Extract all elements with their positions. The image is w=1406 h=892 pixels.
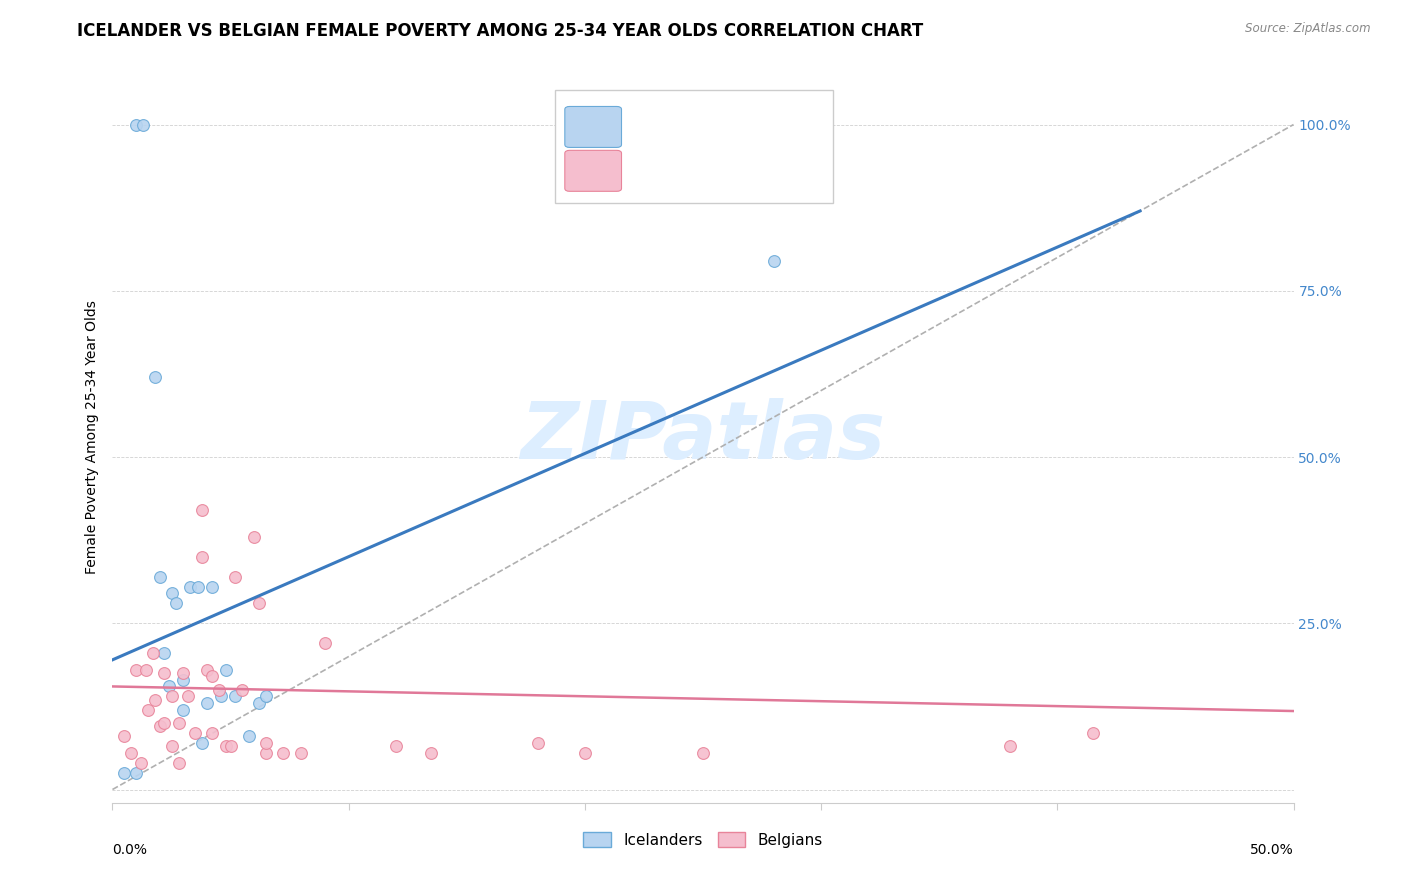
Point [120,746,142,760]
Point [247,696,270,710]
Y-axis label: Female Poverty Among 25-34 Year Olds: Female Poverty Among 25-34 Year Olds [86,300,100,574]
Point [254,746,277,760]
Point [219,739,242,754]
Point [385,739,408,754]
Point [191,736,214,750]
Point [153,666,176,681]
FancyBboxPatch shape [565,151,621,191]
Point [238,729,260,743]
Point [160,586,183,600]
Point [271,746,294,760]
Point [254,690,277,704]
Point [195,663,218,677]
Legend: Icelanders, Belgians: Icelanders, Belgians [578,825,828,854]
Point [143,692,166,706]
Point [132,118,155,132]
Point [186,580,208,594]
FancyBboxPatch shape [555,90,832,203]
Point [215,739,238,754]
Point [172,673,194,687]
Point [224,570,246,584]
Point [160,690,183,704]
Text: Source: ZipAtlas.com: Source: ZipAtlas.com [1246,22,1371,36]
Point [243,530,266,544]
Point [201,726,224,740]
Point [112,729,135,743]
Point [209,690,232,704]
Point [136,703,159,717]
Point [692,746,714,760]
Point [167,756,190,770]
Point [179,580,201,594]
Point [125,663,148,677]
Point [125,765,148,780]
Point [153,716,176,731]
Point [762,253,785,268]
Point [191,503,214,517]
Point [112,765,135,780]
Point [149,570,172,584]
Point [290,746,312,760]
Point [172,666,194,681]
Text: N = 42: N = 42 [752,161,820,179]
Point [526,736,548,750]
Text: ZIPatlas: ZIPatlas [520,398,886,476]
Text: 0.0%: 0.0% [112,843,148,857]
Point [1081,726,1104,740]
Point [157,680,180,694]
Text: ICELANDER VS BELGIAN FEMALE POVERTY AMONG 25-34 YEAR OLDS CORRELATION CHART: ICELANDER VS BELGIAN FEMALE POVERTY AMON… [77,22,924,40]
Point [191,549,214,564]
Point [184,726,207,740]
Point [998,739,1021,754]
Point [165,596,187,610]
Point [208,682,231,697]
Point [574,746,596,760]
Point [149,719,172,733]
Point [153,646,176,660]
Point [143,370,166,384]
Point [125,118,148,132]
Point [135,663,157,677]
Text: R = -0.121: R = -0.121 [628,161,734,179]
Point [195,696,218,710]
Point [177,690,200,704]
Text: N = 24: N = 24 [752,117,820,136]
Point [224,690,246,704]
Point [420,746,443,760]
Point [247,596,270,610]
Point [129,756,152,770]
FancyBboxPatch shape [565,106,621,147]
Point [160,739,183,754]
Point [254,736,277,750]
Point [142,646,165,660]
Point [167,716,190,731]
Point [215,663,238,677]
Point [201,580,224,594]
Point [314,636,336,650]
Point [201,669,224,683]
Text: R = 0.427: R = 0.427 [628,117,727,136]
Point [231,682,253,697]
Point [172,703,194,717]
Text: 50.0%: 50.0% [1250,843,1294,857]
